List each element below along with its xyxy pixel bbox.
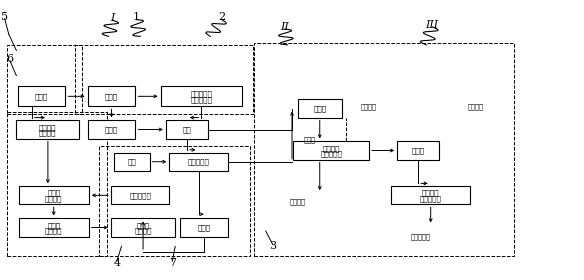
Text: 一级生: 一级生: [137, 222, 150, 229]
Text: 7: 7: [169, 258, 176, 268]
Text: 螺旋浓缩机: 螺旋浓缩机: [420, 195, 442, 202]
Bar: [166, 120, 208, 139]
Text: 4: 4: [113, 258, 120, 268]
Bar: [391, 186, 470, 204]
Text: 蛋白分离器: 蛋白分离器: [187, 158, 210, 165]
Text: 全自动固液: 全自动固液: [190, 91, 213, 97]
Text: 5: 5: [1, 12, 8, 22]
Text: 3: 3: [269, 241, 276, 251]
Text: 模拟式紫: 模拟式紫: [39, 124, 57, 131]
Bar: [254, 43, 514, 256]
Text: II: II: [280, 22, 288, 32]
Bar: [7, 112, 107, 256]
Text: 暂置池: 暂置池: [105, 93, 118, 100]
Text: 1: 1: [133, 12, 140, 22]
Text: 物净化池: 物净化池: [45, 195, 62, 202]
Text: 二级生: 二级生: [47, 222, 60, 229]
Text: 水泵: 水泵: [183, 126, 191, 133]
Bar: [19, 186, 89, 204]
Text: 增养池: 增养池: [35, 93, 48, 100]
Text: 分离筛滤机: 分离筛滤机: [190, 97, 213, 103]
Text: 2: 2: [218, 12, 225, 22]
Text: 三级生: 三级生: [47, 190, 60, 197]
Bar: [397, 141, 439, 160]
Text: 物净化池: 物净化池: [45, 227, 62, 234]
Bar: [75, 45, 253, 114]
Text: 双向冲风机: 双向冲风机: [129, 192, 151, 199]
Bar: [111, 218, 175, 237]
Bar: [99, 146, 250, 256]
Text: I: I: [110, 13, 114, 23]
Bar: [169, 153, 228, 171]
Text: 物净化池: 物净化池: [134, 227, 152, 234]
Text: 排放沟渠: 排放沟渠: [290, 199, 306, 206]
Text: 脱气池: 脱气池: [197, 224, 210, 231]
Text: 外消毒池: 外消毒池: [39, 129, 57, 136]
Text: 干化后处理: 干化后处理: [411, 233, 430, 240]
Bar: [7, 45, 82, 114]
Text: 盘式高心: 盘式高心: [422, 190, 439, 197]
Text: 6: 6: [6, 54, 13, 64]
Text: 深滤水: 深滤水: [105, 126, 118, 133]
Bar: [88, 86, 135, 106]
Bar: [298, 99, 342, 118]
Bar: [18, 86, 65, 106]
Bar: [19, 218, 89, 237]
Bar: [161, 86, 242, 106]
Text: 精密过滤器: 精密过滤器: [320, 150, 342, 157]
Text: 加药装置: 加药装置: [467, 103, 483, 110]
Text: 污泥池: 污泥池: [412, 147, 425, 154]
Bar: [180, 218, 228, 237]
Text: 调节池: 调节池: [313, 105, 326, 112]
Text: 提水泵: 提水泵: [304, 136, 315, 143]
Bar: [111, 186, 169, 204]
Text: 滤液回流: 滤液回流: [361, 103, 377, 110]
Bar: [88, 120, 135, 139]
Text: 高速纤维: 高速纤维: [322, 145, 340, 152]
Text: III: III: [426, 20, 439, 30]
Bar: [16, 120, 79, 139]
Text: 负氧: 负氧: [128, 158, 136, 165]
Bar: [293, 141, 369, 160]
Bar: [114, 153, 150, 171]
